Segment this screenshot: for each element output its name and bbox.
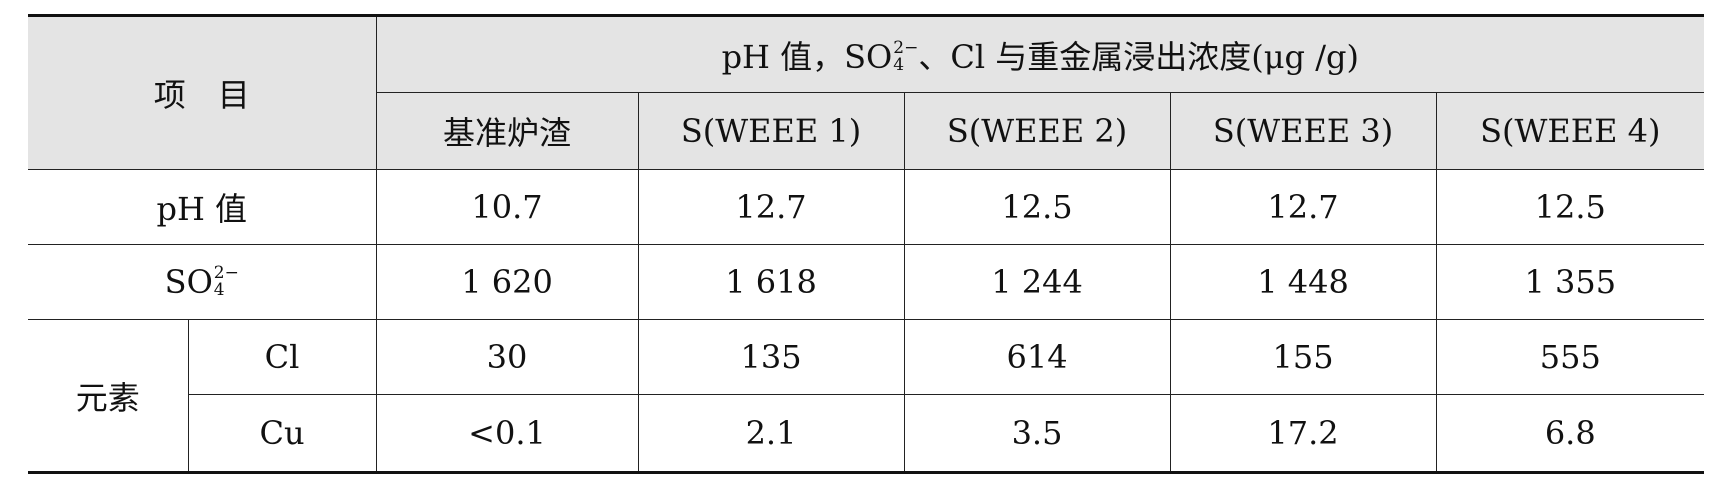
row-label-cl: Cl [187, 319, 377, 395]
header-row-1: 项 目 pH 值，SO 2− 4 、Cl 与重金属浸出浓度(μg /g) [28, 15, 1705, 170]
cell: 1 618 [637, 244, 905, 320]
col-header-weee1: S(WEEE 1) [637, 92, 905, 170]
cell: 6.8 [1435, 394, 1705, 473]
row-label-elements: 元素 [28, 319, 189, 473]
cell: 1 448 [1169, 244, 1437, 320]
cell: 1 620 [375, 244, 639, 320]
so4-sup: 2− [893, 38, 919, 58]
so4-label-sup: 2− [213, 263, 239, 284]
col-header-weee4: S(WEEE 4) [1435, 92, 1705, 170]
so4-base: SO [164, 262, 213, 301]
cell: 10.7 [375, 169, 639, 245]
row-label-so4: SO 2− 4 [28, 244, 377, 320]
cell: 3.5 [903, 394, 1171, 473]
cell: 135 [637, 319, 905, 395]
col-header-weee2: S(WEEE 2) [903, 92, 1171, 170]
col-header-baseline: 基准炉渣 [375, 92, 639, 170]
data-table: 项 目 pH 值，SO 2− 4 、Cl 与重金属浸出浓度(μg /g) 基准炉渣 S… [28, 14, 1705, 474]
row-label-ph: pH 值 [28, 169, 377, 245]
col-header-weee3: S(WEEE 3) [1169, 92, 1437, 170]
cell: <0.1 [375, 394, 639, 473]
cell: 12.7 [637, 169, 905, 245]
so4-label-stack: 2− 4 [214, 265, 239, 299]
so4-charge-stack: 2− 4 [893, 40, 918, 74]
cell: 1 244 [903, 244, 1171, 320]
group-header: pH 值，SO 2− 4 、Cl 与重金属浸出浓度(μg /g) [375, 15, 1705, 93]
cell: 17.2 [1169, 394, 1437, 473]
cell: 155 [1169, 319, 1437, 395]
cell: 30 [375, 319, 639, 395]
so4-label-sub: 4 [213, 280, 225, 301]
cell: 555 [1435, 319, 1705, 395]
group-title-prefix: pH 值，SO [721, 37, 893, 76]
row-ph: pH 值 10.7 12.7 12.5 12.7 12.5 [28, 169, 1705, 245]
group-title-suffix: 、Cl 与重金属浸出浓度(μg /g) [918, 37, 1359, 76]
cell: 614 [903, 319, 1171, 395]
row-cu: Cu <0.1 2.1 3.5 17.2 6.8 [28, 394, 1705, 473]
cell: 2.1 [637, 394, 905, 473]
cell: 12.5 [903, 169, 1171, 245]
cell: 12.5 [1435, 169, 1705, 245]
row-so4: SO 2− 4 1 620 1 618 1 244 1 448 1 355 [28, 244, 1705, 320]
row-cl: 元素 Cl 30 135 614 155 555 [28, 319, 1705, 473]
item-header: 项 目 [28, 15, 377, 170]
so4-sub: 4 [893, 55, 905, 75]
row-label-cu: Cu [187, 394, 377, 473]
cell: 1 355 [1435, 244, 1705, 320]
cell: 12.7 [1169, 169, 1437, 245]
